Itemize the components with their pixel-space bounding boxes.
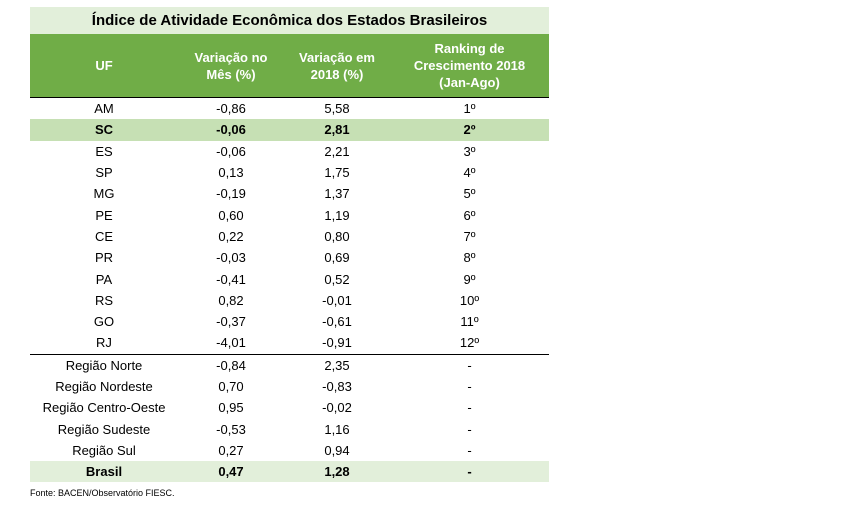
cell-month-change: -0,06 (216, 143, 246, 159)
state-row: ES -0,06 2,21 3º (30, 141, 549, 162)
cell-uf: Região Nordeste (55, 379, 153, 394)
cell-ranking: 6º (463, 207, 476, 223)
cell-year-change: 1,37 (324, 186, 350, 202)
cell-ranking: - (467, 442, 472, 458)
cell-month-change: 0,70 (218, 379, 244, 394)
cell-ranking: 4º (463, 165, 476, 181)
cell-month-change: 0,27 (218, 442, 244, 458)
cell-uf: SP (95, 165, 113, 181)
cell-ranking: 10º (459, 292, 480, 308)
cell-ranking: 1º (463, 101, 476, 117)
cell-year-change: 1,28 (324, 464, 350, 480)
cell-uf: RS (94, 292, 114, 308)
cell-ranking: 5º (463, 186, 476, 202)
cell-ranking: 3º (463, 143, 476, 159)
cell-month-change: 0,95 (218, 400, 244, 416)
cell-year-change: 1,16 (324, 421, 350, 437)
cell-ranking: 7º (463, 228, 476, 244)
cell-year-change: 5,58 (324, 101, 350, 117)
cell-month-change: -0,41 (216, 271, 246, 287)
cell-uf: AM (94, 101, 114, 117)
cell-uf: Região Norte (65, 357, 143, 373)
cell-month-change: 0,82 (218, 292, 244, 308)
total-row: Brasil 0,47 1,28 - (30, 461, 549, 483)
cell-uf: Região Centro-Oeste (42, 400, 166, 416)
cell-uf: CE (94, 228, 114, 244)
cell-uf: PA (95, 271, 113, 287)
header-month-change: Variação no Mês (%) (194, 49, 268, 82)
cell-uf: SC (94, 122, 114, 138)
state-row: AM -0,86 5,58 1º (30, 98, 549, 119)
cell-ranking: 8º (463, 250, 476, 266)
cell-year-change: 1,19 (324, 207, 350, 223)
header-year-change: Variação em 2018 (%) (299, 49, 375, 82)
data-table: Índice de Atividade Econômica dos Estado… (30, 7, 549, 483)
cell-year-change: 2,21 (324, 143, 350, 159)
state-row: GO -0,37 -0,61 11º (30, 311, 549, 332)
cell-uf: Região Sudeste (57, 421, 151, 437)
source-note: Fonte: BACEN/Observatório FIESC. (30, 488, 175, 498)
cell-year-change: 1,75 (324, 165, 350, 181)
cell-month-change: -0,53 (216, 421, 246, 437)
cell-ranking: - (467, 379, 472, 394)
cell-month-change: -0,03 (216, 250, 246, 266)
cell-month-change: -0,86 (216, 101, 246, 117)
cell-month-change: 0,22 (218, 228, 244, 244)
header-uf: UF (95, 58, 113, 73)
region-row: Região Sul 0,27 0,94 - (30, 440, 549, 461)
cell-uf: Região Sul (72, 442, 136, 458)
cell-uf: ES (95, 143, 113, 159)
cell-year-change: -0,02 (322, 400, 352, 416)
cell-uf: MG (93, 186, 115, 202)
cell-month-change: -0,84 (216, 357, 246, 373)
cell-ranking: - (467, 421, 472, 437)
cell-month-change: 0,13 (218, 165, 244, 181)
cell-uf: RJ (96, 335, 112, 351)
region-row: Região Sudeste -0,53 1,16 - (30, 418, 549, 439)
cell-month-change: -0,19 (216, 186, 246, 202)
cell-month-change: -0,37 (216, 314, 246, 330)
cell-ranking: 11º (460, 314, 479, 330)
cell-year-change: 0,94 (324, 442, 350, 458)
region-row: Região Centro-Oeste 0,95 -0,02 - (30, 397, 549, 418)
cell-ranking: - (467, 400, 472, 416)
table-title: Índice de Atividade Econômica dos Estado… (30, 7, 549, 34)
cell-month-change: 0,47 (218, 464, 244, 480)
cell-uf: PE (95, 207, 113, 223)
cell-uf: GO (93, 314, 115, 330)
state-row: PE 0,60 1,19 6º (30, 204, 549, 225)
state-row: SC -0,06 2,81 2º (30, 119, 549, 141)
cell-year-change: 0,69 (324, 250, 350, 266)
table-header: UF Variação no Mês (%) Variação em 2018 … (30, 34, 549, 98)
cell-year-change: -0,83 (322, 379, 352, 394)
cell-year-change: -0,01 (322, 292, 352, 308)
cell-uf: PR (94, 250, 114, 266)
header-ranking: Ranking de Crescimento 2018 (Jan-Ago) (413, 41, 526, 90)
cell-ranking: 12º (459, 335, 480, 351)
cell-year-change: 0,80 (324, 228, 350, 244)
cell-year-change: -0,61 (322, 314, 352, 330)
state-row: CE 0,22 0,80 7º (30, 226, 549, 247)
cell-month-change: -0,06 (216, 122, 246, 138)
cell-year-change: 2,81 (324, 122, 350, 138)
state-row: PA -0,41 0,52 9º (30, 268, 549, 289)
cell-ranking: 2º (463, 122, 476, 138)
cell-ranking: 9º (463, 271, 476, 287)
state-row: RS 0,82 -0,01 10º (30, 290, 549, 311)
state-row: SP 0,13 1,75 4º (30, 162, 549, 183)
state-row: PR -0,03 0,69 8º (30, 247, 549, 268)
cell-month-change: 0,60 (218, 207, 244, 223)
cell-year-change: 2,35 (324, 357, 350, 373)
cell-month-change: -4,01 (216, 335, 246, 351)
cell-year-change: 0,52 (324, 271, 350, 287)
region-row: Região Nordeste 0,70 -0,83 - (30, 376, 549, 397)
cell-uf: Brasil (85, 464, 123, 480)
state-row: MG -0,19 1,37 5º (30, 183, 549, 204)
cell-ranking: - (467, 464, 472, 480)
cell-ranking: - (467, 357, 472, 373)
table-body: AM -0,86 5,58 1º SC -0,06 2,81 2º ES -0,06 2,21 3º S… (30, 98, 549, 483)
cell-year-change: -0,91 (322, 335, 352, 351)
state-row: RJ -4,01 -0,91 12º (30, 332, 549, 353)
region-row: Região Norte -0,84 2,35 - (30, 353, 549, 376)
